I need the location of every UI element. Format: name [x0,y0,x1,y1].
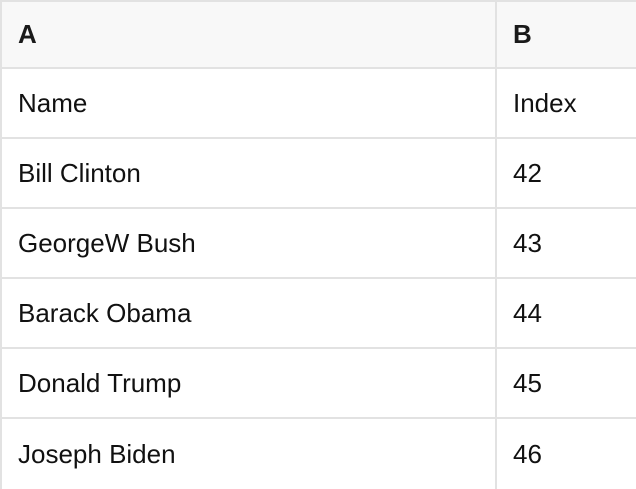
table-cell-name[interactable]: Barack Obama [2,279,497,347]
table-cell-index[interactable]: 46 [513,438,542,469]
table-cell-name[interactable]: GeorgeW Bush [2,209,497,277]
table-cell-name[interactable]: Donald Trump [2,349,497,417]
table-row: Barack Obama 44 [2,279,636,349]
table-cell-name[interactable]: Joseph Biden [2,419,497,489]
column-header-a[interactable]: A [2,2,497,67]
column-header-row: A B [2,2,636,69]
table-cell-index[interactable]: 42 [513,157,542,188]
table-row-field-names: Name Index [2,69,636,139]
table-row: Joseph Biden 46 [2,419,636,489]
column-header-b[interactable]: B [513,19,532,49]
table-cell-index[interactable]: 43 [513,227,542,258]
table-cell-index[interactable]: 45 [513,367,542,398]
table-row: GeorgeW Bush 43 [2,209,636,279]
table-cell-name-header[interactable]: Name [2,69,497,137]
table-cell-index[interactable]: 44 [513,297,542,328]
table-cell-name[interactable]: Bill Clinton [2,139,497,207]
table-row: Bill Clinton 42 [2,139,636,209]
table-row: Donald Trump 45 [2,349,636,419]
table-cell-index-header[interactable]: Index [513,87,577,118]
